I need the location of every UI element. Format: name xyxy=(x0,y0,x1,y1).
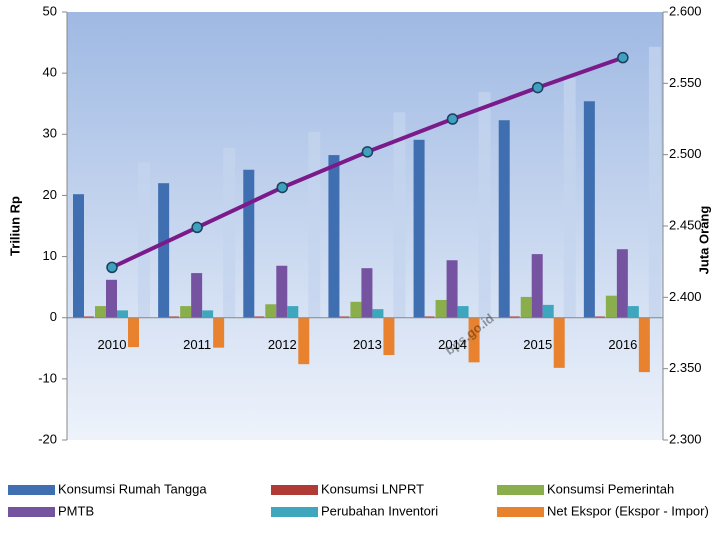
bar xyxy=(605,295,617,318)
bar xyxy=(583,101,595,318)
marker xyxy=(191,221,203,234)
legend-swatch xyxy=(8,507,55,517)
x-tick-label: 2013 xyxy=(353,337,382,352)
legend-label: Net Ekspor (Ekspor - Impor) xyxy=(547,503,709,518)
bar xyxy=(328,155,340,318)
y2-tick-label: 2.400 xyxy=(669,289,702,304)
bar xyxy=(520,296,532,318)
marker xyxy=(446,113,459,125)
bar xyxy=(553,317,565,368)
y-tick-label: 20 xyxy=(43,187,57,202)
x-tick-label: 2015 xyxy=(523,337,552,352)
x-tick-label: 2016 xyxy=(608,337,637,352)
y-tick-label: 0 xyxy=(50,309,57,324)
bar xyxy=(95,306,106,318)
bar xyxy=(180,306,192,318)
legend-label: Perubahan Inventori xyxy=(321,503,438,518)
bar xyxy=(298,317,310,365)
bar xyxy=(106,279,117,318)
y-tick-label: 50 xyxy=(43,3,57,18)
bar xyxy=(73,194,84,318)
x-tick-label: 2011 xyxy=(183,337,211,352)
y2-tick-label: 2.500 xyxy=(669,146,702,161)
bar xyxy=(413,139,425,318)
bar xyxy=(84,316,94,318)
legend-swatch xyxy=(271,485,318,495)
bar xyxy=(138,162,150,318)
y-tick-label: 10 xyxy=(43,248,57,263)
bar xyxy=(446,260,458,318)
marker xyxy=(531,81,544,94)
x-tick-label: 2014 xyxy=(438,337,467,352)
legend-label: PMTB xyxy=(58,503,94,518)
bar xyxy=(265,304,277,318)
bar xyxy=(383,317,395,356)
y-tick-label: 40 xyxy=(43,65,57,80)
bar xyxy=(202,310,214,318)
y2-tick-label: 2.550 xyxy=(669,75,702,90)
bar xyxy=(509,316,520,318)
bar xyxy=(594,316,605,318)
marker xyxy=(276,181,289,194)
bar xyxy=(128,317,139,348)
legend-swatch xyxy=(271,507,318,517)
bar xyxy=(457,306,469,318)
bar xyxy=(468,317,480,363)
bar xyxy=(627,306,639,318)
bar xyxy=(350,301,362,318)
y2-tick-label: 2.600 xyxy=(669,3,702,18)
bar xyxy=(213,317,225,348)
y2-axis-title: Juta Orang xyxy=(696,206,711,275)
bar xyxy=(424,316,435,318)
bar xyxy=(287,306,299,318)
marker xyxy=(106,261,118,274)
legend-label: Konsumsi Pemerintah xyxy=(547,481,674,496)
bar xyxy=(361,268,373,318)
legend-swatch xyxy=(497,485,544,495)
bar xyxy=(191,273,203,318)
bar xyxy=(638,317,650,373)
y2-tick-label: 2.350 xyxy=(669,360,702,375)
y-axis-title: Triliun Rp xyxy=(7,196,22,256)
legend-label: Konsumsi LNPRT xyxy=(321,481,424,496)
bar xyxy=(435,299,447,318)
bar xyxy=(563,78,576,318)
legend-label: Konsumsi Rumah Tangga xyxy=(58,481,207,496)
bar xyxy=(616,249,628,318)
bar xyxy=(648,46,661,318)
bar xyxy=(531,254,543,318)
bar xyxy=(339,316,350,318)
bar xyxy=(308,131,321,318)
legend-swatch xyxy=(8,485,55,495)
bar xyxy=(243,169,255,318)
marker xyxy=(361,146,374,158)
bar xyxy=(498,120,510,318)
x-tick-label: 2010 xyxy=(98,337,127,352)
y-tick-label: -10 xyxy=(38,370,57,385)
y2-tick-label: 2.300 xyxy=(669,431,702,446)
bar xyxy=(393,112,406,318)
bar xyxy=(158,183,170,318)
y-tick-label: 30 xyxy=(43,126,57,141)
bar xyxy=(169,316,180,318)
y2-tick-label: 2.450 xyxy=(669,217,702,232)
bar xyxy=(542,304,554,318)
bar xyxy=(478,92,491,318)
bar xyxy=(276,265,288,318)
bar xyxy=(223,147,236,318)
bar xyxy=(372,309,384,318)
legend-swatch xyxy=(497,507,544,517)
y-tick-label: -20 xyxy=(38,431,57,446)
x-tick-label: 2012 xyxy=(268,337,297,352)
bar xyxy=(117,310,128,318)
bar xyxy=(254,316,265,318)
marker xyxy=(617,51,629,64)
